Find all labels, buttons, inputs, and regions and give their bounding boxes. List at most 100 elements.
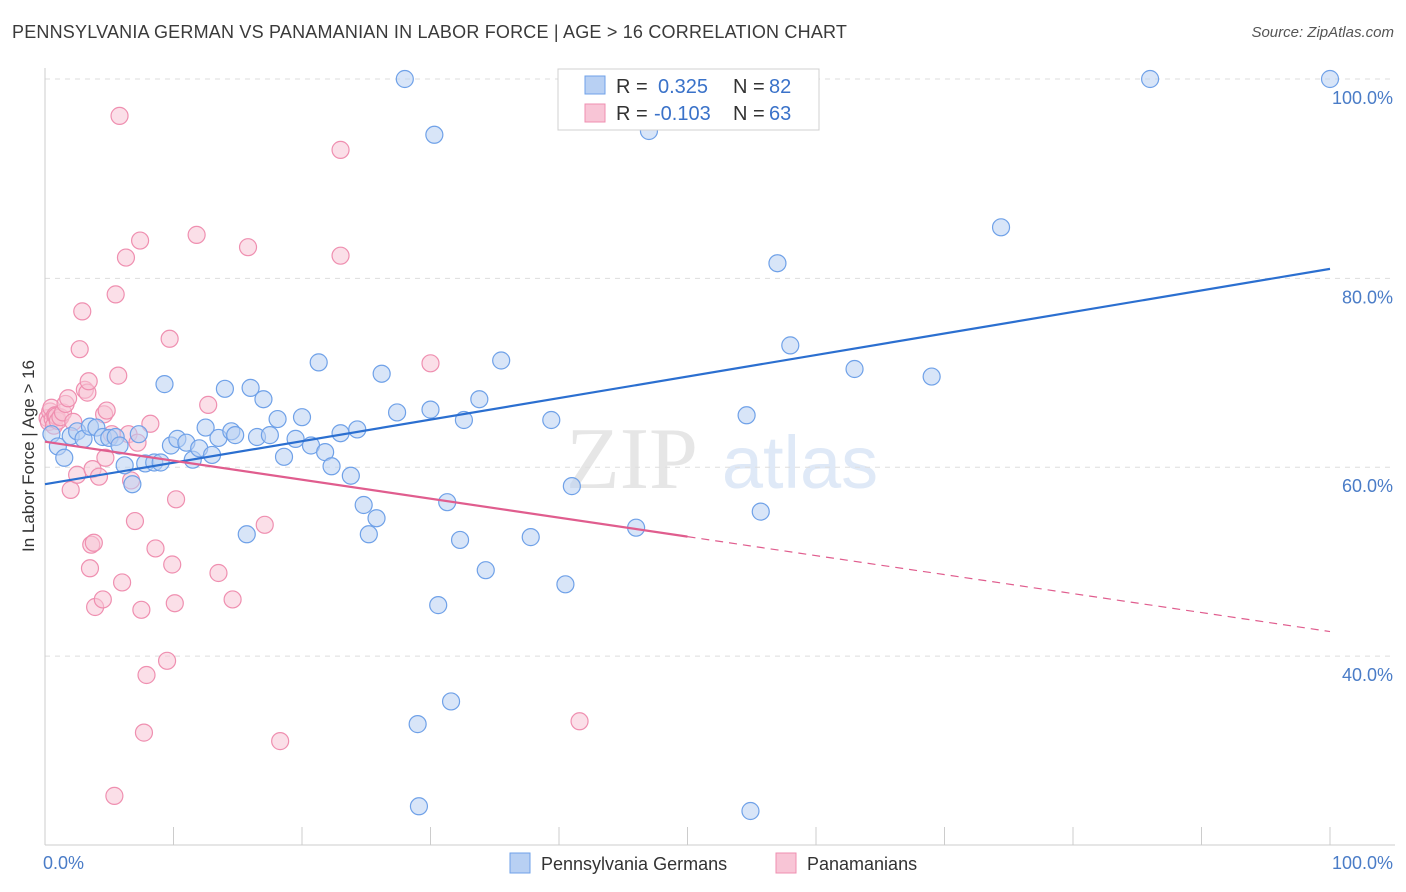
axes: 40.0% 60.0% 80.0% 100.0% 0.0% 100.0% [43, 68, 1395, 873]
stats-pink-swatch [584, 103, 606, 123]
pink-point-34 [109, 366, 128, 385]
blue-point-35 [268, 409, 287, 429]
blue-point-75 [768, 254, 787, 273]
stats-pink-r-label: R = [616, 103, 648, 125]
pink-point-61 [331, 246, 350, 265]
blue-point-24 [196, 418, 215, 437]
pink-point-59 [271, 732, 290, 751]
pink-point-40 [125, 511, 145, 531]
blue-point-34 [260, 426, 279, 445]
blue-point-40 [309, 353, 328, 372]
pink-point-50 [163, 555, 182, 574]
y-axis-label: In Labor Force | Age > 16 [19, 360, 38, 552]
y-tick-label-40: 40.0% [1342, 665, 1393, 685]
stats-box: R = 0.325 N = 82 R = -0.103 N = 63 [557, 68, 820, 131]
blue-point-67 [562, 477, 581, 496]
pink-point-54 [199, 395, 218, 414]
blue-point-63 [492, 351, 511, 370]
stats-pink-n-value: 63 [769, 103, 791, 125]
blue-point-66 [556, 575, 575, 594]
pink-point-46 [141, 414, 160, 433]
y-tick-label-100: 100.0% [1332, 88, 1393, 108]
stats-blue-r-label: R = [616, 76, 648, 98]
blue-point-45 [341, 466, 360, 485]
blue-point-54 [421, 400, 440, 419]
blue-point-50 [387, 403, 407, 422]
legend-pink-label: Panamanians [807, 854, 917, 874]
pink-point-35 [110, 106, 129, 125]
pink-point-42 [130, 231, 150, 250]
blue-point-59 [450, 530, 470, 550]
blue-point-2 [55, 448, 74, 467]
blue-point-65 [542, 410, 561, 430]
blue-trend-line [44, 267, 1331, 486]
source-label: Source: ZipAtlas.com [1251, 24, 1394, 41]
pink-point-63 [570, 712, 589, 731]
blue-point-79 [991, 218, 1011, 237]
blue-point-58 [441, 692, 461, 711]
pink-point-24 [84, 533, 103, 552]
y-tick-label-80: 80.0% [1342, 287, 1393, 307]
pink-point-48 [157, 651, 177, 670]
pink-point-27 [93, 590, 112, 609]
watermark-atlas: atlas [722, 421, 878, 504]
pink-point-36 [112, 573, 132, 592]
pink-point-17 [73, 302, 92, 321]
pink-point-62 [421, 354, 440, 373]
stats-blue-swatch [584, 75, 606, 95]
blue-point-64 [521, 528, 540, 547]
pink-point-60 [331, 140, 350, 159]
blue-point-78 [922, 367, 941, 386]
pink-point-53 [187, 225, 206, 244]
blue-point-36 [274, 447, 294, 466]
legend-blue-swatch [509, 852, 531, 874]
blue-point-11 [110, 436, 129, 455]
blue-point-48 [367, 509, 386, 528]
blue-point-31 [241, 378, 260, 397]
pink-point-21 [80, 559, 100, 578]
grid-lines [45, 78, 1395, 657]
pink-point-12 [59, 389, 78, 408]
blue-point-61 [470, 390, 489, 409]
blue-point-77 [845, 359, 864, 379]
blue-point-80 [1140, 69, 1160, 89]
blue-point-49 [372, 364, 391, 383]
x-tick-label-0: 0.0% [43, 853, 84, 873]
pink-point-49 [160, 329, 179, 348]
blue-point-27 [215, 379, 234, 398]
pink-point-37 [116, 248, 136, 267]
pink-point-55 [209, 563, 228, 583]
blue-point-47 [359, 525, 378, 544]
pink-point-47 [146, 539, 165, 558]
chart-title: PENNSYLVANIA GERMAN VS PANAMANIAN IN LAB… [12, 22, 848, 42]
pink-point-43 [132, 600, 151, 619]
pink-point-45 [137, 665, 156, 685]
stats-blue-n-label: N = [733, 76, 765, 98]
pink-point-29 [96, 448, 115, 467]
pink-point-57 [238, 238, 258, 257]
pink-point-20 [79, 372, 98, 391]
blue-point-14 [129, 425, 148, 444]
blue-point-46 [354, 495, 373, 515]
pink-point-44 [134, 723, 154, 742]
legend: Pennsylvania Germans Panamanians [509, 852, 917, 874]
blue-point-37 [286, 429, 305, 448]
watermark-zip: ZIP [566, 411, 698, 508]
blue-point-56 [429, 596, 448, 615]
blue-point-52 [408, 715, 427, 734]
legend-blue-label: Pennsylvania Germans [541, 854, 727, 874]
stats-pink-r-value: -0.103 [654, 103, 711, 125]
y-tick-label-60: 60.0% [1342, 476, 1393, 496]
blue-point-18 [155, 375, 174, 394]
pink-point-58 [255, 515, 274, 534]
pink-point-56 [223, 590, 242, 609]
pink-point-32 [105, 786, 124, 805]
blue-point-74 [751, 502, 770, 521]
data-points [38, 69, 1340, 821]
blue-point-51 [395, 69, 414, 89]
pink-trend-line-dashed [687, 536, 1331, 633]
blue-point-73 [741, 801, 760, 821]
blue-point-72 [737, 406, 756, 425]
trend-lines [44, 267, 1331, 633]
